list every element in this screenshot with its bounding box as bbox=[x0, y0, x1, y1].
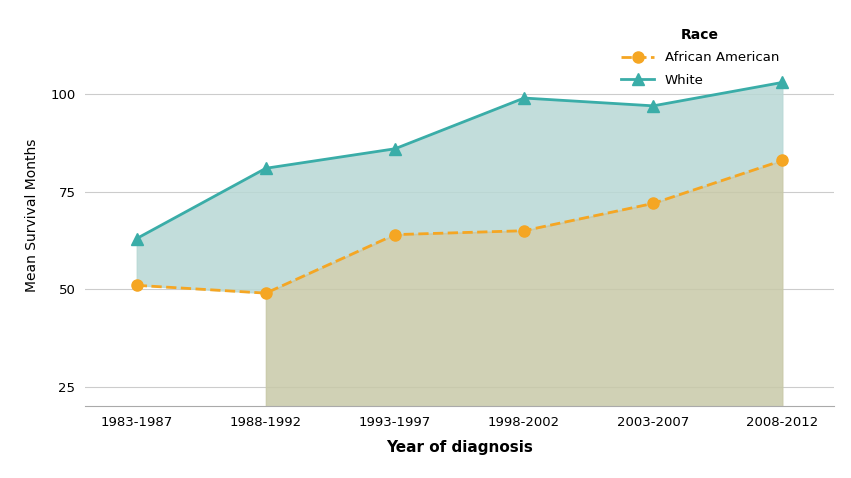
African American bbox=[132, 282, 142, 288]
African American bbox=[390, 232, 400, 238]
African American bbox=[260, 290, 271, 296]
African American bbox=[777, 158, 787, 163]
Line: White: White bbox=[131, 77, 788, 244]
African American bbox=[519, 228, 529, 234]
White bbox=[260, 165, 271, 171]
Line: African American: African American bbox=[131, 155, 788, 299]
X-axis label: Year of diagnosis: Year of diagnosis bbox=[386, 440, 533, 455]
African American bbox=[648, 201, 659, 206]
White bbox=[519, 95, 529, 101]
White bbox=[132, 236, 142, 241]
White bbox=[390, 146, 400, 152]
Y-axis label: Mean Survival Months: Mean Survival Months bbox=[25, 139, 39, 292]
White bbox=[777, 79, 787, 85]
Legend: African American, White: African American, White bbox=[616, 23, 785, 92]
White bbox=[648, 103, 659, 109]
